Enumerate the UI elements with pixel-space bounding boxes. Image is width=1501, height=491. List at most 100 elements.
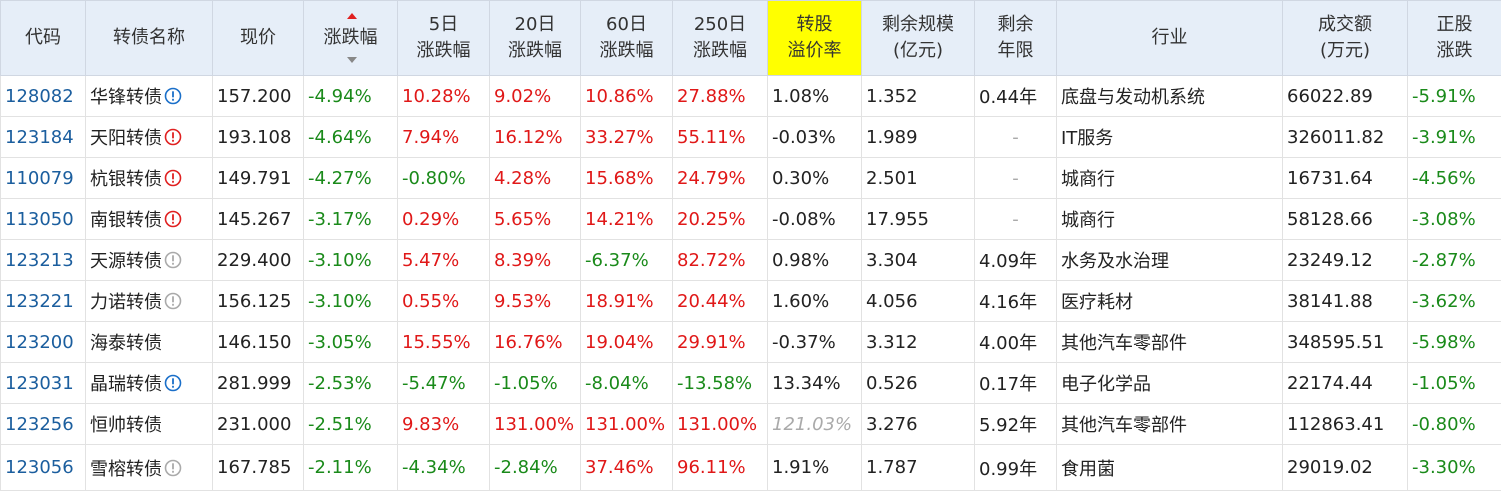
cell: 229.400 [212, 239, 304, 281]
cell-text: 海泰转债 [90, 333, 162, 354]
column-header[interactable]: 剩余 年限 [974, 0, 1057, 76]
status-icon[interactable] [164, 374, 182, 392]
status-icon[interactable] [164, 292, 182, 310]
cell: 9.83% [397, 403, 490, 445]
column-header[interactable]: 转股 溢价率 [767, 0, 862, 76]
bond-row[interactable]: 123256 恒帅转债 231.000 -2.51% 9.83% 131.00% 131.0… [0, 403, 1501, 445]
column-header[interactable]: 20日 涨跌幅 [489, 0, 581, 76]
column-header[interactable]: 正股 涨跌 [1407, 0, 1501, 76]
status-icon[interactable] [164, 210, 182, 228]
status-icon[interactable] [164, 128, 182, 146]
cell-text: 167.785 [217, 457, 292, 478]
cell-text: -0.03% [772, 126, 836, 148]
cell-text: - [1012, 167, 1019, 189]
bond-code[interactable]: 113050 [5, 208, 74, 230]
cell: 9.02% [489, 75, 581, 117]
status-icon[interactable] [164, 459, 182, 477]
cell: 0.29% [397, 198, 490, 240]
bond-row[interactable]: 123221 力诺转债 156.125 -3.10% 0.55% 9.53% 18.91% 2… [0, 280, 1501, 322]
cell: -1.05% [1407, 362, 1501, 404]
status-icon[interactable] [164, 251, 182, 269]
column-header[interactable]: 转债名称 [85, 0, 213, 76]
cell-text: -0.80% [402, 167, 466, 189]
cell: -2.53% [303, 362, 398, 404]
header-text: 正股 [1436, 14, 1473, 35]
cell: 123256 [0, 403, 86, 445]
bond-code[interactable]: 123213 [5, 249, 74, 271]
bond-row[interactable]: 123031 晶瑞转债 281.999 -2.53% -5.47% -1.05% -8.04… [0, 362, 1501, 404]
cell-text: -5.98% [1412, 331, 1476, 353]
sort-up[interactable] [347, 13, 357, 19]
column-header[interactable]: 代码 [0, 0, 86, 76]
cell: 2.501 [861, 157, 975, 199]
cell-text: 其他汽车零部件 [1061, 415, 1187, 436]
cell: -6.37% [580, 239, 673, 281]
cell-text: 10.28% [402, 85, 471, 107]
cell-text: 16.76% [494, 331, 563, 353]
cell-text: -13.58% [677, 372, 753, 394]
cell: -0.37% [767, 321, 862, 363]
column-header[interactable]: 剩余规模 (亿元) [861, 0, 975, 76]
cell: 348595.51 [1282, 321, 1408, 363]
header-row: 代码 转债名称 现价 涨跌幅 5日 涨跌幅 20日 涨跌幅 60日 涨跌幅 250日 涨跌幅 转股 溢价率… [0, 0, 1501, 76]
bond-code[interactable]: 123056 [5, 457, 74, 478]
column-header[interactable]: 行业 [1056, 0, 1283, 76]
cell-text: -0.08% [772, 208, 836, 230]
cell-text: 149.791 [217, 167, 292, 189]
header-text: 涨跌 [1436, 40, 1473, 61]
column-header[interactable]: 现价 [212, 0, 304, 76]
bond-code[interactable]: 110079 [5, 167, 74, 189]
cell: 113050 [0, 198, 86, 240]
cell-text: 131.00% [677, 413, 758, 435]
cell: -4.64% [303, 116, 398, 158]
bond-code[interactable]: 128082 [5, 85, 74, 107]
bond-row[interactable]: 123056 雪榕转债 167.785 -2.11% -4.34% -2.84% 37.46… [0, 444, 1501, 491]
status-icon[interactable] [164, 87, 182, 105]
cell: -3.10% [303, 280, 398, 322]
header-text: 成交额 [1318, 14, 1372, 35]
cell-text: 4.28% [494, 167, 552, 189]
bond-code[interactable]: 123256 [5, 413, 74, 435]
bond-row[interactable]: 110079 杭银转债 149.791 -4.27% -0.80% 4.28% 15.68%… [0, 157, 1501, 199]
cell: 华锋转债 [85, 75, 213, 117]
cell: - [974, 157, 1057, 199]
cell: 167.785 [212, 444, 304, 491]
cell-text: 348595.51 [1287, 331, 1385, 353]
status-icon[interactable] [164, 169, 182, 187]
cell-text: 4.16年 [979, 292, 1038, 313]
bond-code[interactable]: 123221 [5, 290, 74, 312]
bond-row[interactable]: 128082 华锋转债 157.200 -4.94% 10.28% 9.02% 10.86%… [0, 75, 1501, 117]
cell-text: - [1012, 208, 1019, 230]
header-text: 行业 [1151, 27, 1188, 48]
cell: 晶瑞转债 [85, 362, 213, 404]
bond-row[interactable]: 123213 天源转债 229.400 -3.10% 5.47% 8.39% -6.37% 8… [0, 239, 1501, 281]
cell: 131.00% [672, 403, 768, 445]
sort-down[interactable] [347, 57, 357, 63]
cell-text: 南银转债 [90, 210, 162, 231]
bond-code[interactable]: 123184 [5, 126, 74, 148]
column-header[interactable]: 60日 涨跌幅 [580, 0, 673, 76]
column-header[interactable]: 成交额 (万元) [1282, 0, 1408, 76]
cell-text: 0.29% [402, 208, 460, 230]
cell-text: IT服务 [1061, 128, 1114, 149]
cell: 112863.41 [1282, 403, 1408, 445]
column-header[interactable]: 涨跌幅 [303, 0, 398, 76]
cell: 27.88% [672, 75, 768, 117]
cell: 24.79% [672, 157, 768, 199]
cell-text: 229.400 [217, 249, 292, 271]
column-header[interactable]: 5日 涨跌幅 [397, 0, 490, 76]
cell-text: -6.37% [585, 249, 649, 271]
bond-code[interactable]: 123031 [5, 372, 74, 394]
bond-code[interactable]: 123200 [5, 331, 74, 353]
cell: 城商行 [1056, 198, 1283, 240]
cell: 0.30% [767, 157, 862, 199]
cell: 3.312 [861, 321, 975, 363]
column-header[interactable]: 250日 涨跌幅 [672, 0, 768, 76]
bond-row[interactable]: 113050 南银转债 145.267 -3.17% 0.29% 5.65% 14.21% 2… [0, 198, 1501, 240]
cell: -3.10% [303, 239, 398, 281]
bond-row[interactable]: 123200 海泰转债 146.150 -3.05% 15.55% 16.76% 19.04… [0, 321, 1501, 363]
cell-text: 193.108 [217, 126, 292, 148]
bond-row[interactable]: 123184 天阳转债 193.108 -4.64% 7.94% 16.12% 33.27%… [0, 116, 1501, 158]
cell-text: 16731.64 [1287, 167, 1373, 189]
cell: 23249.12 [1282, 239, 1408, 281]
